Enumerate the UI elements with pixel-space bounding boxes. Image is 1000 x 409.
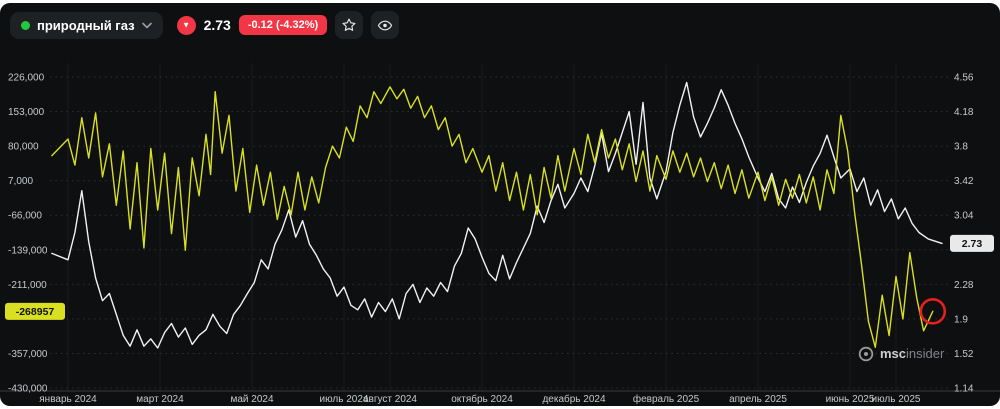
left-axis-current-badge-text: -268957	[16, 306, 55, 318]
mscinsider-logo-icon	[858, 346, 874, 362]
chevron-down-icon	[141, 22, 152, 29]
chart-widget: природный газ ▼ 2.73 -0.12 (-4.32%) янва…	[0, 3, 1000, 406]
eye-icon	[377, 20, 393, 30]
visibility-button[interactable]	[371, 11, 400, 39]
right-axis-tick: 3.42	[954, 176, 974, 187]
right-axis-tick: 3.8	[954, 142, 968, 153]
x-axis-tick: октябрь 2024	[451, 393, 513, 405]
left-axis-tick: 153,000	[8, 107, 45, 118]
left-axis-current-badge	[5, 302, 65, 320]
x-axis-tick: июль 2025	[872, 394, 921, 405]
instrument-selector[interactable]: природный газ	[10, 11, 163, 39]
left-axis-tick: 226,000	[8, 73, 45, 84]
instrument-name: природный газ	[37, 17, 135, 33]
right-axis-tick: 3.04	[954, 211, 974, 222]
right-axis-current-badge-text: 2.73	[962, 238, 983, 250]
left-axis-tick: -211,000	[8, 280, 47, 291]
x-axis-tick: июль 2024	[320, 394, 369, 405]
toolbar: природный газ ▼ 2.73 -0.12 (-4.32%)	[10, 11, 400, 39]
left-axis-tick: -430,000	[8, 384, 48, 395]
right-axis-tick: 4.56	[954, 73, 974, 84]
x-axis-tick: апрель 2025	[729, 394, 787, 405]
x-axis-tick: декабрь 2024	[542, 393, 606, 405]
left-axis-tick: -139,000	[8, 245, 48, 256]
watermark: mscinsider	[858, 345, 944, 363]
x-axis-tick: февраль 2025	[633, 393, 700, 405]
x-axis-tick: июнь 2025	[826, 394, 875, 405]
current-price: 2.73	[203, 17, 231, 33]
left-axis-tick: 7,000	[8, 176, 33, 187]
trend-down-icon: ▼	[176, 15, 196, 35]
left-axis-tick: 80,000	[8, 142, 39, 153]
right-axis-tick: 1.9	[954, 314, 968, 325]
left-axis-tick: -357,000	[8, 349, 48, 360]
x-axis-tick: март 2024	[136, 394, 184, 405]
right-axis-tick: 4.18	[954, 107, 974, 118]
price-change-badge: -0.12 (-4.32%)	[238, 15, 328, 35]
left-axis-tick: -66,000	[8, 211, 42, 222]
x-axis-tick: август 2024	[363, 394, 417, 405]
x-axis-tick: май 2024	[230, 394, 273, 405]
watermark-text: mscinsider	[880, 346, 945, 361]
x-axis-tick: январь 2024	[39, 394, 97, 405]
series-price-line	[51, 81, 943, 349]
right-axis-tick: 1.14	[954, 384, 974, 395]
right-axis-tick: 1.52	[954, 349, 974, 360]
right-axis-current-badge	[950, 234, 994, 252]
star-icon	[342, 18, 356, 31]
annotation-circle	[919, 298, 947, 325]
plot-area[interactable]	[50, 61, 948, 391]
right-axis-tick: 2.28	[954, 280, 974, 291]
chart-canvas: январь 2024 март 2024 май 2024 июль 2024авг…	[0, 61, 1000, 405]
favorite-button[interactable]	[335, 11, 364, 39]
series-net_positions-line	[51, 86, 934, 348]
instrument-status-dot	[21, 20, 30, 30]
